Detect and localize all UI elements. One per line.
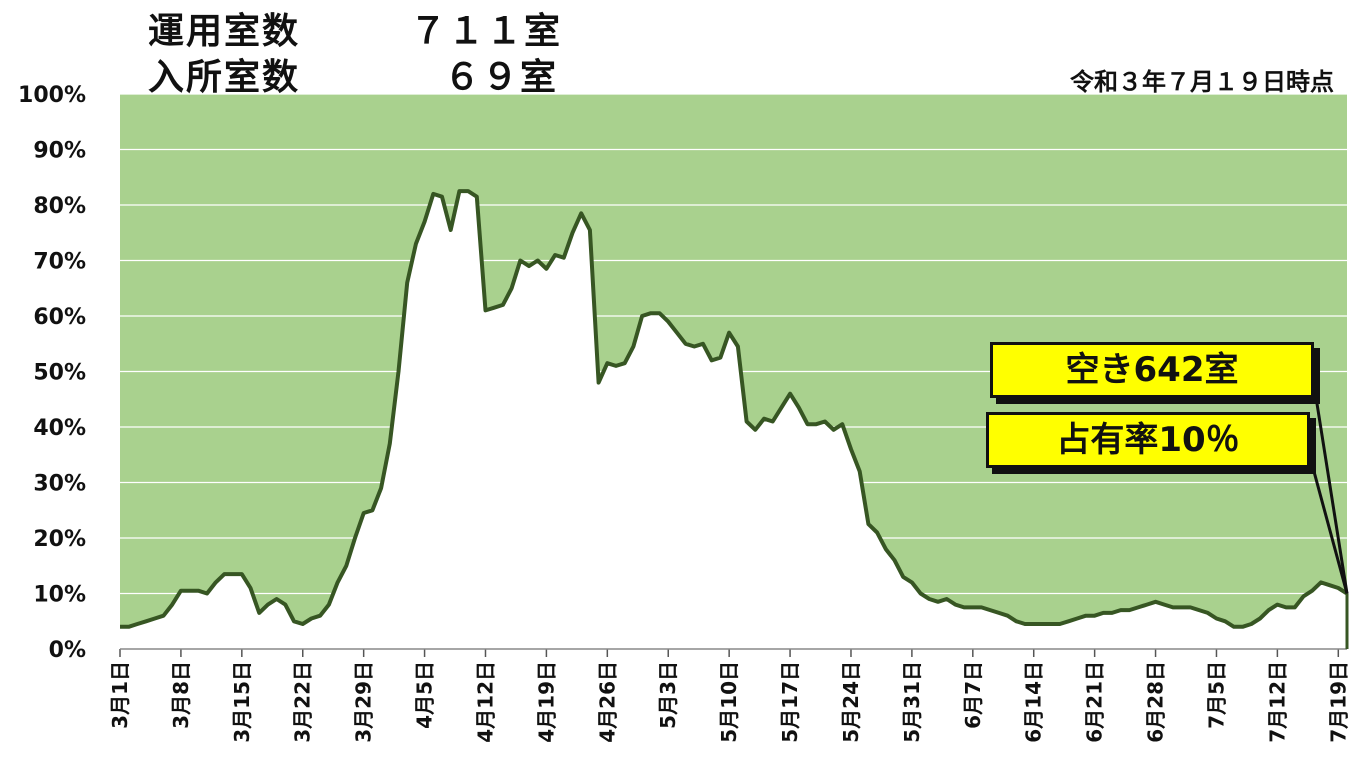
y-tick-label: 60%	[33, 305, 86, 330]
x-tick-label: 7月5日	[1204, 661, 1228, 729]
y-tick-label: 10%	[33, 583, 86, 608]
x-tick-label: 4月5日	[413, 661, 437, 729]
x-tick-label: 3月8日	[169, 661, 193, 729]
x-tick-label: 6月14日	[1022, 661, 1046, 743]
x-tick-label: 6月21日	[1083, 661, 1107, 743]
x-tick-label: 4月19日	[534, 661, 558, 743]
y-tick-label: 0%	[49, 638, 86, 663]
x-tick-label: 5月10日	[717, 661, 741, 743]
x-tick-label: 3月15日	[230, 661, 254, 743]
rooms-occupied-label: 入所室数	[148, 57, 301, 98]
x-tick-label: 7月12日	[1265, 661, 1289, 743]
vacant-rooms-callout: 空き642室	[990, 342, 1314, 398]
y-tick-label: 50%	[33, 361, 86, 386]
x-axis-ticks: 3月1日 3月8日 3月15日 3月22日 3月29日 4月5日 4月12日 4月19日 4月2…	[108, 649, 1350, 743]
occupancy-callout-leader	[1304, 441, 1349, 594]
y-tick-label: 40%	[33, 416, 86, 441]
vacant-callout-leader	[1310, 371, 1349, 594]
x-tick-label: 4月26日	[595, 661, 619, 743]
x-tick-label: 5月3日	[656, 661, 680, 729]
y-tick-label: 70%	[33, 250, 86, 275]
x-tick-label: 6月7日	[961, 661, 985, 729]
axes	[120, 593, 1349, 650]
occupied-area-fill	[120, 191, 1347, 649]
occupancy-line	[120, 189, 1349, 629]
x-tick-label: 3月1日	[108, 661, 132, 729]
x-tick-label: 5月31日	[900, 661, 924, 743]
rooms-operated-label: 運用室数	[148, 11, 301, 52]
x-tick-label: 3月22日	[291, 661, 315, 743]
x-tick-label: 7月19日	[1326, 661, 1350, 743]
y-axis-ticks: 0% 10% 20% 30% 40% 50% 60% 70% 80% 90% 100%	[18, 83, 86, 663]
x-tick-label: 6月28日	[1144, 661, 1168, 743]
rooms-operated-value: ７１１室	[410, 11, 563, 52]
x-tick-label: 5月24日	[839, 661, 863, 743]
as-of-date: 令和３年７月１９日時点	[1070, 68, 1334, 96]
occupancy-rate-callout: 占有率10％	[986, 412, 1310, 468]
y-tick-label: 20%	[33, 527, 86, 552]
rooms-occupied-value: ６９室	[444, 57, 559, 98]
x-tick-label: 4月12日	[473, 661, 497, 743]
callout-leaders	[1304, 371, 1349, 594]
x-tick-label: 3月29日	[352, 661, 376, 743]
y-tick-label: 80%	[33, 194, 86, 219]
y-tick-label: 30%	[33, 472, 86, 497]
y-tick-label: 100%	[18, 83, 86, 108]
y-tick-label: 90%	[33, 139, 86, 164]
x-tick-label: 5月17日	[778, 661, 802, 743]
